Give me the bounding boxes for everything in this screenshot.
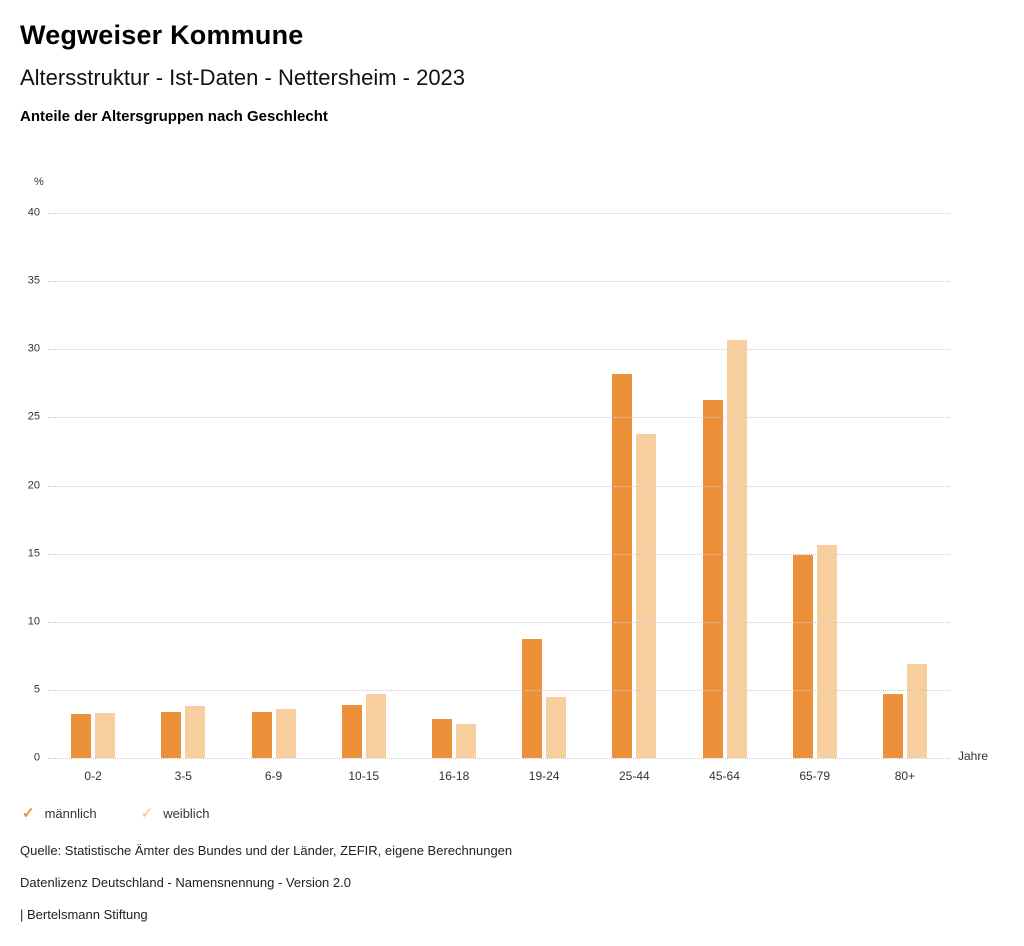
y-tick-label-25: 25 [27,410,40,423]
y-tick-label-40: 40 [27,206,40,219]
bar-männlich-10-15[interactable] [341,704,362,758]
legend-item-weiblich[interactable]: ✓ weiblich [141,806,210,821]
bar-männlich-65-79[interactable] [792,555,813,758]
bar-group-10-15: 10-15 [319,213,409,783]
bar-chart: % 0-2 3-5 6-9 10-15 16-18 19-24 25-44 45-64 65-7… [28,176,988,783]
attribution-note: | Bertelsmann Stiftung [20,907,148,922]
bar-männlich-25-44[interactable] [612,373,633,758]
plot-area: 0-2 3-5 6-9 10-15 16-18 19-24 25-44 45-64 65-79 8… [28,207,988,783]
footer: Quelle: Statistische Ämter des Bundes un… [20,843,1004,922]
bar-weiblich-3-5[interactable] [185,706,206,758]
bar-weiblich-45-64[interactable] [726,339,747,758]
bar-group-6-9: 6-9 [228,213,318,783]
y-tick-label-15: 15 [27,547,40,560]
x-tick-label-80+: 80+ [894,769,916,783]
gridline-40 [48,213,950,214]
bar-groups: 0-2 3-5 6-9 10-15 16-18 19-24 25-44 45-64 65-79 8… [48,213,950,783]
bar-weiblich-19-24[interactable] [546,696,567,758]
x-tick-label-6-9: 6-9 [264,769,283,783]
bar-group-19-24: 19-24 [499,213,589,783]
bar-männlich-6-9[interactable] [251,711,272,758]
chart-subtitle: Anteile der Altersgruppen nach Geschlech… [20,108,328,125]
bar-weiblich-65-79[interactable] [816,545,837,758]
gridline-5 [48,689,950,691]
page-title: Wegweiser Kommune [20,20,304,50]
bar-männlich-19-24[interactable] [522,639,543,758]
chart-title: Altersstruktur - Ist-Daten - Nettersheim… [20,65,466,90]
x-tick-label-65-79: 65-79 [799,769,831,783]
gridline-35 [48,281,950,283]
bar-männlich-3-5[interactable] [161,711,182,758]
bar-group-0-2: 0-2 [48,213,138,783]
y-tick-label-20: 20 [27,479,40,491]
legend: ✓ männlich ✓ weiblich [22,806,1004,821]
y-tick-label-10: 10 [27,615,40,628]
x-tick-label-10-15: 10-15 [348,769,380,783]
source-note: Quelle: Statistische Ämter des Bundes un… [20,843,513,858]
weiblich-check-icon: ✓ [140,805,154,822]
bar-weiblich-80+[interactable] [906,664,927,758]
maennlich-check-icon: ✓ [22,805,35,822]
bar-group-16-18: 16-18 [409,213,499,783]
y-tick-label-5: 5 [33,683,40,696]
gridline-15 [48,553,950,555]
x-tick-label-3-5: 3-5 [174,769,192,783]
bar-group-25-44: 25-44 [589,213,679,783]
y-tick-label-30: 30 [27,342,40,355]
bar-group-65-79: 65-79 [770,213,860,783]
bar-weiblich-0-2[interactable] [95,713,116,758]
y-tick-label-0: 0 [33,751,40,764]
x-axis-unit-label: Jahre [958,749,989,763]
legend-label-maennlich: männlich [44,806,97,821]
bar-weiblich-10-15[interactable] [365,693,386,758]
bar-group-80+: 80+ [860,213,950,783]
bar-weiblich-25-44[interactable] [636,433,657,758]
x-tick-label-19-24: 19-24 [528,769,560,783]
bar-weiblich-16-18[interactable] [455,723,476,758]
x-tick-label-0-2: 0-2 [84,769,102,783]
x-tick-label-16-18: 16-18 [438,769,470,783]
bar-männlich-16-18[interactable] [431,718,452,758]
bar-männlich-0-2[interactable] [71,714,92,758]
gridline-20 [48,485,950,487]
legend-label-weiblich: weiblich [163,806,210,821]
bar-group-3-5: 3-5 [138,213,228,783]
bar-group-45-64: 45-64 [679,213,769,783]
gridline-10 [48,621,950,623]
license-note: Datenlizenz Deutschland - Namensnennung … [20,875,351,890]
legend-item-maennlich[interactable]: ✓ männlich [22,806,97,821]
y-tick-label-35: 35 [27,274,40,287]
x-tick-label-25-44: 25-44 [618,769,650,783]
x-tick-label-45-64: 45-64 [709,769,740,783]
page: Wegweiser Kommune Altersstruktur - Ist-D… [20,20,1004,922]
gridline-0 [48,758,950,759]
y-axis-unit-label: % [34,176,44,188]
bar-männlich-45-64[interactable] [702,399,723,758]
gridline-30 [48,349,950,351]
bar-männlich-80+[interactable] [882,693,903,758]
bar-weiblich-6-9[interactable] [275,708,296,758]
gridline-25 [48,417,950,419]
